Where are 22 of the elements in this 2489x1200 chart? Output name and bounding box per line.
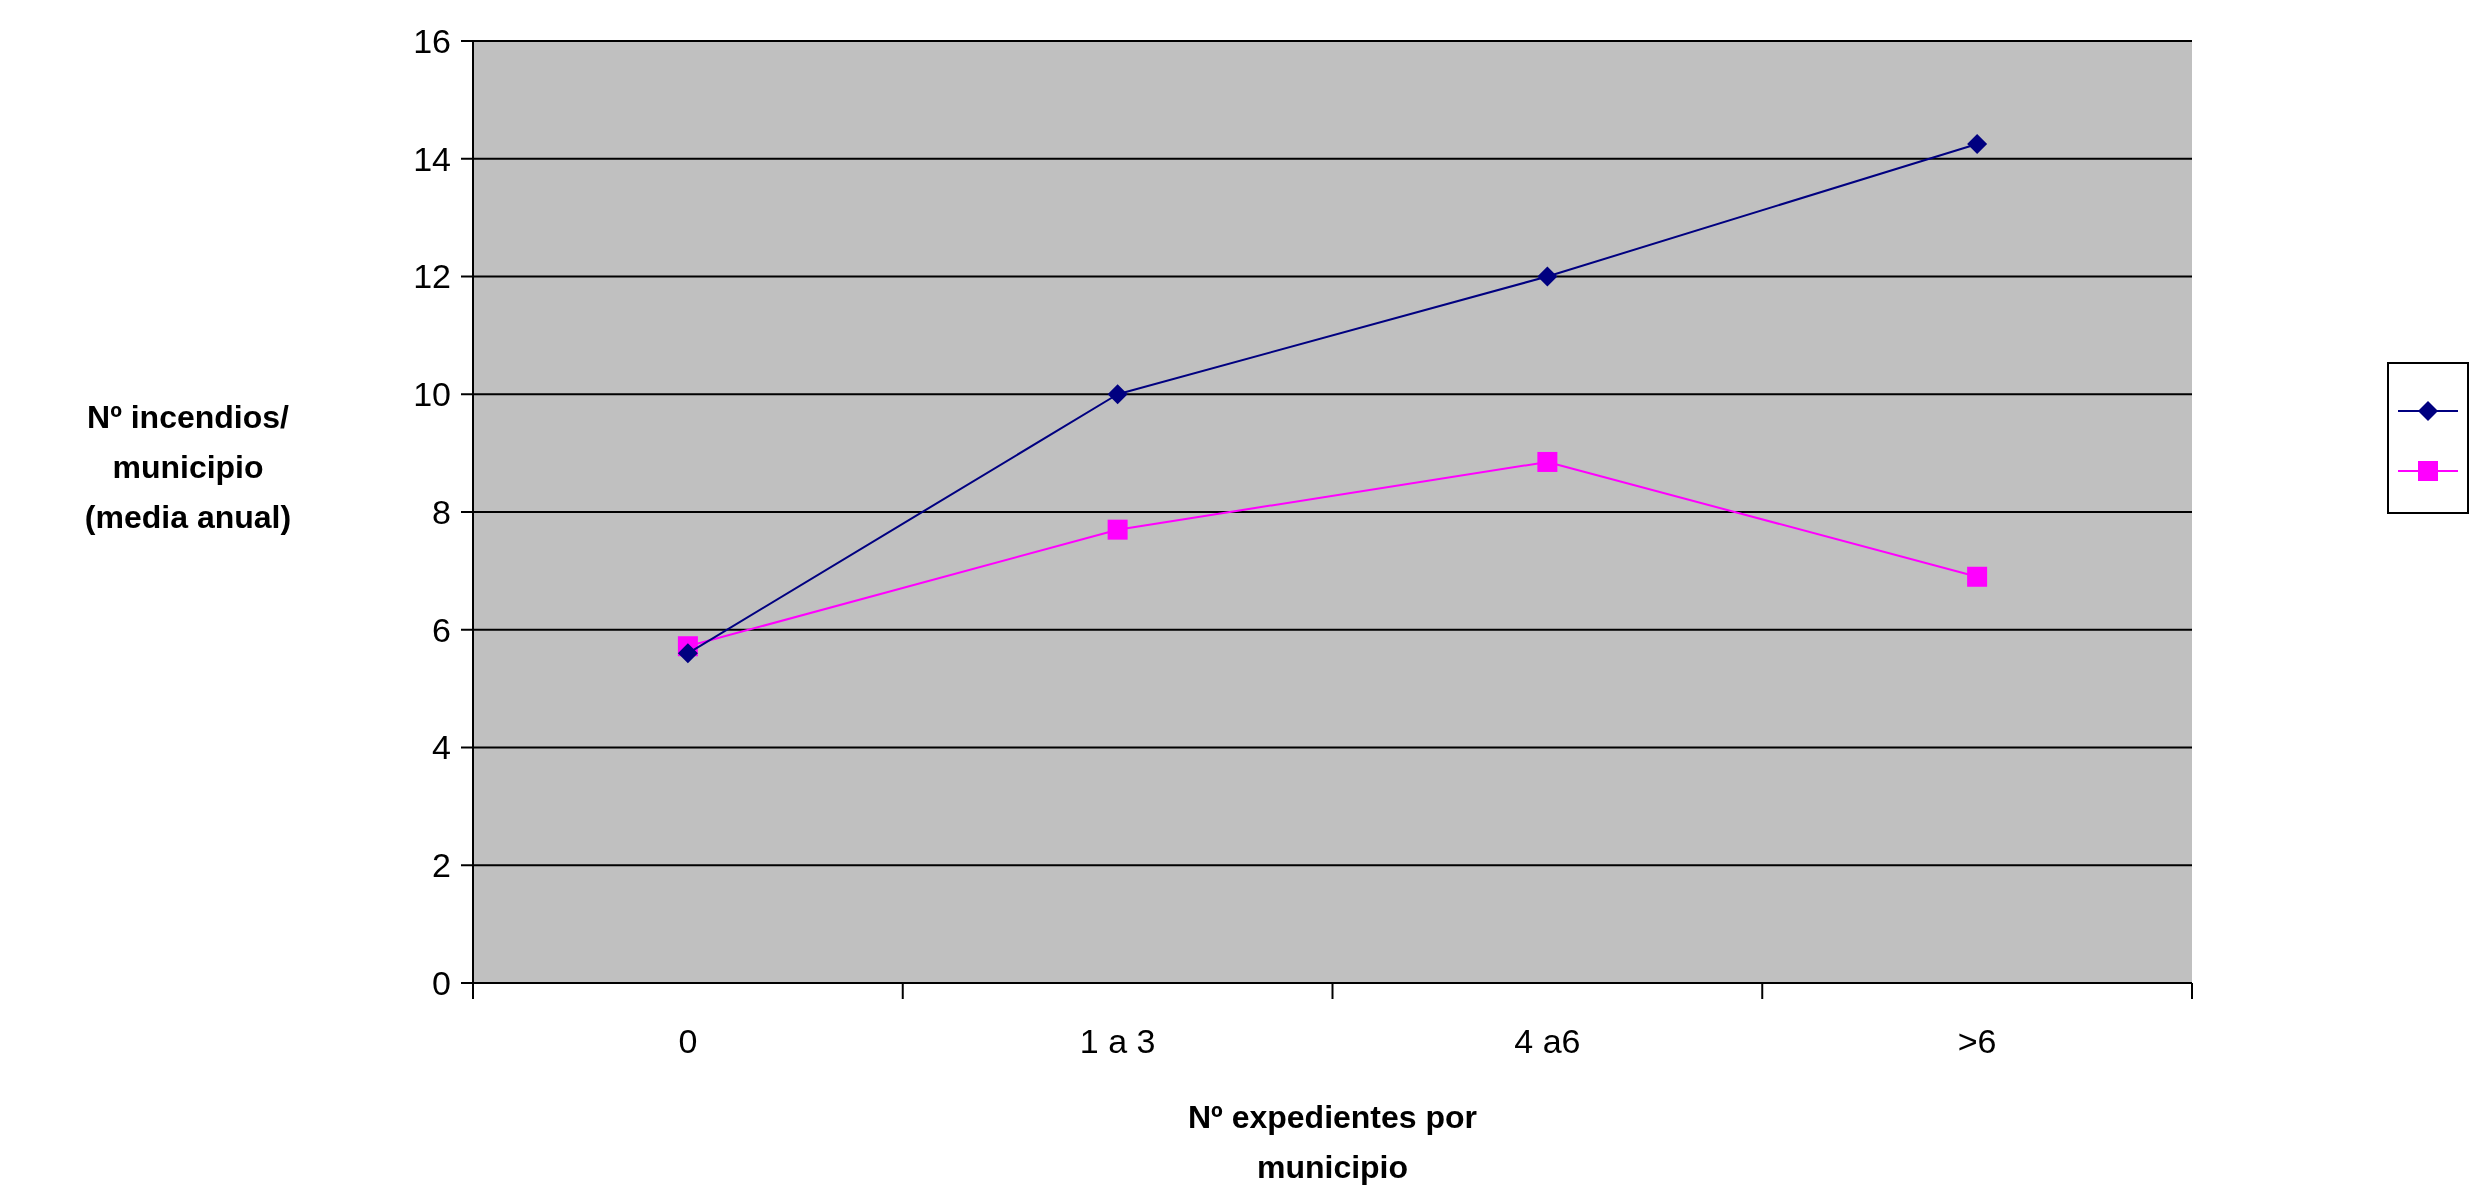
point (677, 643, 698, 664)
y-axis-title: Nº incendios/ municipio (media anual) (84, 399, 292, 535)
y-tick-label: 4 (432, 728, 451, 767)
point (1107, 384, 1128, 405)
point (1537, 451, 1558, 472)
x-axis-title: Nº expedientes por municipio (1187, 1099, 1478, 1185)
x-tick-label: 4 a6 (1514, 1022, 1581, 1060)
y-tick-label: 0 (432, 963, 451, 1002)
y-tick-label: 16 (413, 21, 451, 60)
y-tick-label: 10 (413, 375, 451, 414)
y-tick-label: 14 (413, 139, 451, 178)
y-tick-label: 2 (432, 846, 451, 885)
point (1537, 266, 1558, 287)
y-tick-label: 12 (413, 257, 451, 296)
y-tick-label: 8 (432, 492, 451, 531)
point (1967, 134, 1988, 155)
x-tick-label: 1 a 3 (1079, 1022, 1156, 1060)
point (1967, 566, 1988, 587)
x-tick-label: >6 (1957, 1022, 1997, 1060)
x-tick-label: 0 (678, 1022, 698, 1060)
point (1107, 519, 1128, 540)
y-tick-label: 6 (432, 610, 451, 649)
